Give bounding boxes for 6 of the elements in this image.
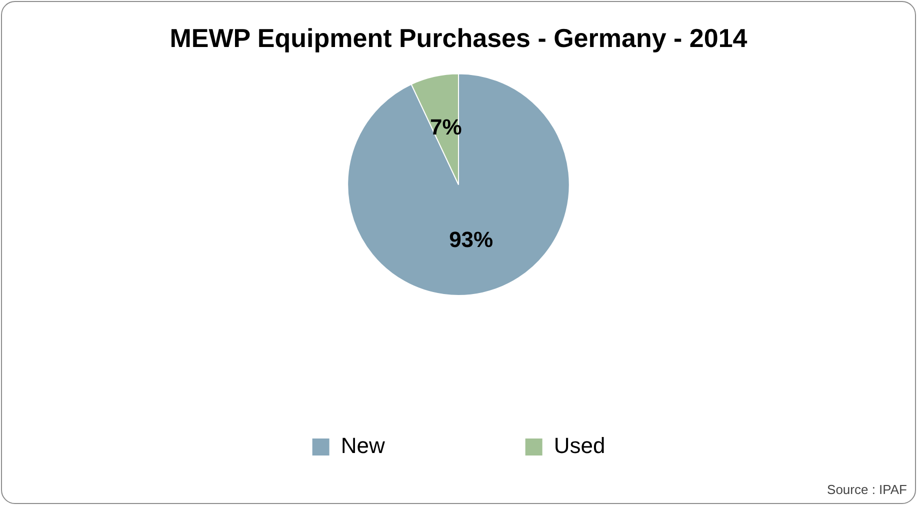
data-label: 7% [430, 114, 462, 140]
legend-label: Used [554, 433, 606, 458]
chart-title: MEWP Equipment Purchases - Germany - 2014 [170, 22, 748, 53]
legend-label: New [340, 433, 385, 458]
data-label: 93% [449, 226, 494, 252]
source-note: Source : IPAF [827, 482, 907, 497]
